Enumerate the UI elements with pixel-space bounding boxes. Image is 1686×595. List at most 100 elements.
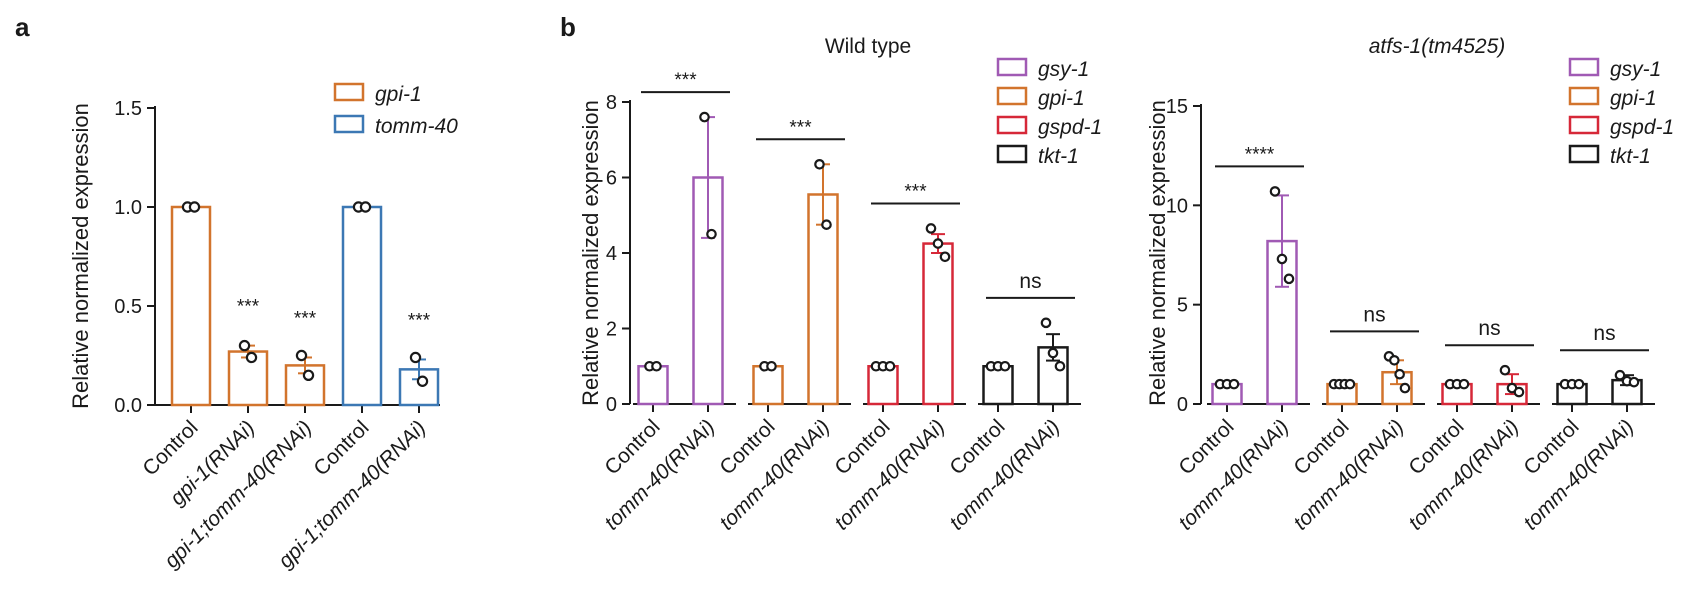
legend-label: gsy-1: [1610, 58, 1661, 81]
y-axis-label: Relative normalized expression: [578, 100, 603, 406]
data-point: [1628, 376, 1640, 388]
legend-label: gpi-1: [375, 83, 422, 106]
data-point: [699, 111, 710, 123]
bar: [807, 193, 839, 406]
legend-swatch: [996, 144, 1028, 164]
significance-label: ns: [1019, 270, 1041, 293]
y-tick-label: 8: [606, 92, 617, 114]
data-point: [238, 339, 251, 352]
legend-swatch: [996, 115, 1028, 135]
data-point: [1283, 273, 1295, 285]
data-point: [245, 351, 258, 364]
y-tick-label: 1.0: [114, 197, 142, 219]
data-point: [1269, 186, 1281, 197]
data-point: [1047, 347, 1059, 359]
legend-label: gsy-1: [1038, 58, 1089, 81]
significance-label: ***: [904, 181, 927, 202]
significance-label: ns: [1478, 317, 1500, 340]
legend-swatch: [1568, 86, 1600, 106]
panel-letter-b: b: [560, 12, 576, 42]
y-tick-label: 6: [606, 168, 617, 190]
data-point: [939, 251, 951, 263]
legend-swatch: [333, 82, 365, 102]
y-tick-label: 0: [1177, 394, 1188, 416]
bar: [227, 350, 269, 407]
legend-label: gspd-1: [1038, 116, 1102, 139]
significance-label: ***: [674, 70, 697, 91]
data-point: [925, 223, 937, 234]
legend-label: gpi-1: [1610, 87, 1657, 110]
y-tick-label: 0.0: [114, 395, 142, 417]
y-tick-label: 0: [606, 394, 617, 416]
data-point: [1054, 360, 1066, 372]
chart-title: Wild type: [825, 35, 911, 58]
data-point: [706, 228, 717, 240]
legend-swatch: [996, 86, 1028, 106]
data-point: [999, 360, 1011, 372]
chart-a: 0.0 0.5 1.0 1.5 Relative normalized expressi…: [68, 82, 458, 573]
legend-swatch: [333, 114, 365, 134]
significance-label: ***: [789, 117, 812, 138]
data-point: [1399, 382, 1411, 394]
bar: [341, 205, 383, 407]
legend-label: tkt-1: [1038, 145, 1079, 168]
data-point: [1394, 368, 1405, 380]
significance-label: ***: [408, 310, 431, 331]
y-tick-label: 2: [606, 319, 617, 341]
bar: [752, 365, 784, 406]
y-tick-label: 1.5: [114, 98, 142, 120]
data-point: [416, 375, 429, 387]
y-tick-label: 4: [606, 243, 617, 265]
legend-label: tkt-1: [1610, 145, 1651, 168]
data-point: [1499, 364, 1511, 376]
y-tick-label: 5: [1177, 295, 1188, 317]
legend-swatch: [1568, 57, 1600, 77]
data-point: [1614, 369, 1626, 381]
y-tick-label: 0.5: [114, 296, 142, 318]
data-point: [1276, 253, 1288, 265]
significance-label: ***: [237, 297, 260, 318]
data-point: [932, 238, 944, 249]
y-axis-label: Relative normalized expression: [68, 103, 93, 409]
data-point: [884, 360, 896, 372]
data-point: [359, 201, 372, 213]
significance-label: ns: [1593, 322, 1615, 345]
data-point: [821, 219, 832, 230]
data-point: [651, 360, 662, 372]
legend-label: gspd-1: [1610, 116, 1674, 139]
bar: [922, 242, 954, 406]
y-axis-label: Relative normalized expression: [1145, 100, 1170, 406]
data-point: [1040, 317, 1052, 329]
bar: [982, 365, 1014, 406]
bar: [170, 205, 212, 407]
legend-label: tomm-40: [375, 115, 458, 138]
data-point: [1389, 354, 1400, 366]
significance-label: ****: [1245, 144, 1275, 165]
data-point: [409, 351, 422, 364]
panel-letter-a: a: [15, 12, 30, 42]
chart-title: atfs-1(tm4525): [1369, 35, 1506, 58]
legend-swatch: [996, 57, 1028, 77]
significance-label: ns: [1363, 303, 1385, 326]
significance-label: ***: [294, 308, 317, 329]
data-point: [766, 360, 777, 372]
data-point: [1513, 386, 1525, 398]
data-point: [188, 201, 201, 213]
legend-label: gpi-1: [1038, 87, 1085, 110]
y-tick-label: 15: [1166, 96, 1188, 118]
legend-swatch: [1568, 144, 1600, 164]
bar: [867, 365, 899, 406]
data-point: [295, 349, 308, 362]
data-point: [814, 158, 825, 170]
bar: [637, 365, 669, 406]
data-point: [1228, 378, 1240, 390]
data-point: [1344, 378, 1356, 390]
legend-swatch: [1568, 115, 1600, 135]
y-tick-label: 10: [1166, 195, 1188, 217]
data-point: [1573, 378, 1585, 390]
data-point: [1458, 378, 1470, 390]
data-point: [302, 369, 315, 381]
